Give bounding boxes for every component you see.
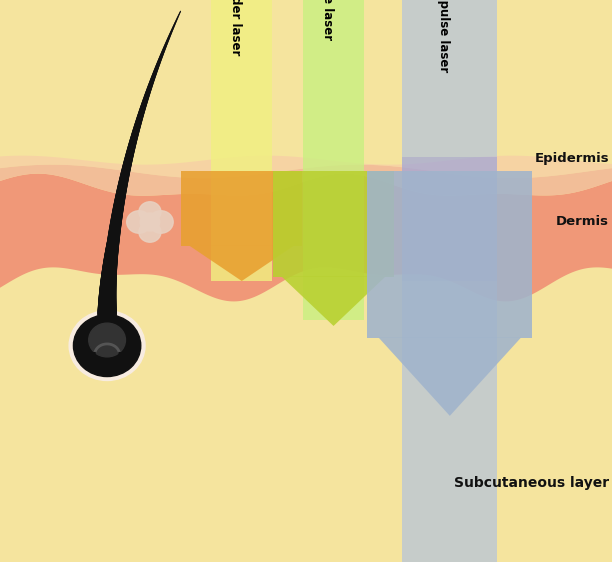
Circle shape — [69, 311, 145, 380]
Polygon shape — [367, 171, 532, 338]
Polygon shape — [282, 277, 386, 326]
Polygon shape — [379, 338, 521, 416]
Polygon shape — [0, 174, 612, 301]
Circle shape — [127, 211, 151, 233]
Polygon shape — [0, 165, 612, 196]
Text: YAG Long pulse laser: YAG Long pulse laser — [437, 0, 450, 72]
Circle shape — [139, 202, 161, 222]
Bar — [403, 0, 497, 562]
Circle shape — [139, 222, 161, 242]
Text: Dermis: Dermis — [556, 215, 609, 229]
Polygon shape — [190, 246, 294, 281]
Text: Diode laser: Diode laser — [321, 0, 334, 40]
Polygon shape — [273, 171, 394, 277]
Polygon shape — [181, 171, 302, 246]
Circle shape — [149, 211, 173, 233]
Text: Epidermis: Epidermis — [534, 152, 609, 165]
Circle shape — [73, 315, 141, 377]
Text: Subcutaneous layer: Subcutaneous layer — [454, 477, 609, 490]
Bar — [211, 0, 272, 281]
Polygon shape — [0, 156, 612, 178]
Bar — [403, 157, 497, 281]
Circle shape — [140, 213, 160, 231]
Text: Alexander laser: Alexander laser — [229, 0, 242, 55]
Bar — [303, 0, 364, 320]
Circle shape — [89, 323, 125, 357]
